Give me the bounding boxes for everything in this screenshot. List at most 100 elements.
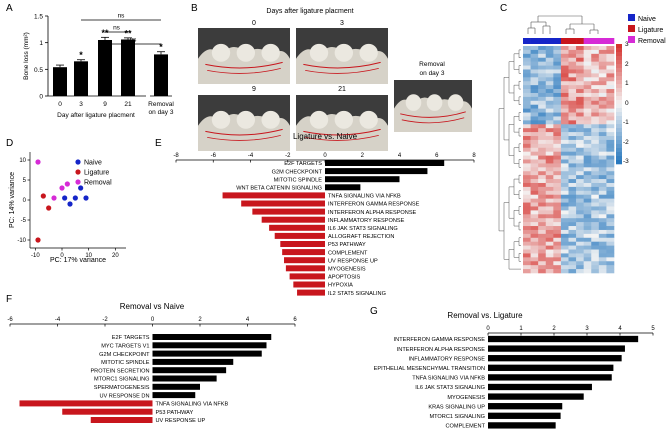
panelE-category-label: IL6 JAK STAT3 SIGNALING — [328, 226, 398, 232]
heatmap-cell — [606, 229, 615, 235]
panel-label-a: A — [6, 3, 13, 14]
heatmap-cell — [576, 108, 584, 113]
heatmap-cell — [538, 108, 547, 113]
heatmap-cell — [545, 229, 554, 235]
heatmap-cell — [530, 139, 539, 145]
heatmap-cell — [583, 269, 592, 274]
heatmap-cell — [576, 269, 584, 274]
panelF-bar — [152, 392, 196, 399]
panelF-category-label: TNFA SIGNALING VIA NFKB — [156, 402, 229, 408]
scale-gradient-step — [616, 100, 622, 105]
heatmap-cell — [530, 241, 539, 246]
heatmap-cell — [568, 89, 577, 94]
heatmap-cell — [523, 257, 531, 262]
heatmap-cell — [568, 237, 577, 242]
heatmap-cell — [553, 182, 562, 188]
panelF-category-label: PROTEIN SECRETION — [90, 368, 149, 374]
heatmap-cell — [591, 120, 600, 125]
heatmap-cell — [591, 124, 600, 129]
panelE-category-label: P53 PATHWAY — [328, 242, 366, 248]
ct-molar — [359, 110, 378, 129]
heatmap-cell — [560, 61, 569, 66]
heatmap-cell — [583, 210, 592, 215]
heatmap-cell — [583, 147, 592, 152]
heatmap-cell — [591, 261, 600, 266]
heatmap-cell — [576, 198, 584, 203]
a-bar — [74, 61, 88, 96]
heatmap-cell — [545, 206, 554, 211]
heatmap-cell — [553, 206, 562, 211]
heatmap-cell — [523, 57, 531, 62]
heatmap-cell — [523, 89, 531, 94]
heatmap-cell — [598, 61, 607, 66]
heatmap-cell — [553, 265, 562, 270]
panelE-category-label: INTERFERON ALPHA RESPONSE — [328, 210, 417, 216]
heatmap-cell — [583, 182, 592, 188]
heatmap-cell — [530, 77, 539, 82]
heatmap-cell — [598, 159, 607, 164]
a-bar — [121, 39, 135, 96]
heatmap-cell — [583, 108, 592, 113]
legend-swatch-ligature — [628, 25, 635, 32]
heatmap-cell — [606, 163, 615, 168]
heatmap-cell — [530, 85, 539, 90]
heatmap-cell — [560, 229, 569, 235]
heatmap-cell — [583, 194, 592, 199]
heatmap-cell — [530, 245, 539, 250]
heatmap-cell — [598, 249, 607, 254]
panelG-xtick-label: 4 — [618, 326, 622, 332]
heatmap-cell — [545, 81, 554, 86]
panelE-bar — [325, 168, 428, 175]
heatmap-cell — [598, 226, 607, 231]
ct-molar — [426, 94, 443, 111]
heatmap-cell — [591, 128, 600, 133]
heatmap-cell — [538, 61, 547, 66]
panelG-category-label: INTERFERON ALPHA RESPONSE — [397, 347, 486, 353]
heatmap-cell — [538, 249, 547, 254]
a-ytick-label: 1.5 — [34, 14, 43, 21]
heatmap-cell — [576, 194, 584, 199]
heatmap-cell — [538, 210, 547, 215]
heatmap-cell — [553, 81, 562, 86]
panelG-bar — [488, 403, 563, 410]
heatmap-cell — [606, 73, 615, 78]
heatmap-cell — [560, 222, 569, 227]
d-legend-label: Removal — [84, 180, 112, 187]
heatmap-cell — [583, 128, 592, 133]
heatmap-cell — [598, 261, 607, 266]
panel-b-removal-line2: on day 3 — [420, 70, 445, 77]
heatmap-cell — [545, 57, 554, 62]
a-xtick-label: 9 — [103, 101, 107, 108]
d-point-ligature — [40, 193, 46, 199]
heatmap-cell — [598, 108, 607, 113]
heatmap-cell — [553, 53, 562, 59]
heatmap-cell — [530, 132, 539, 137]
heatmap-cell — [523, 132, 531, 137]
heatmap-cell — [576, 179, 584, 184]
panel-label-f: F — [6, 294, 12, 305]
heatmap-cell — [568, 155, 577, 160]
scale-gradient-step — [616, 52, 622, 57]
heatmap-cell — [606, 245, 615, 250]
d-xtick-label: -10 — [31, 253, 40, 259]
heatmap-cell — [583, 206, 592, 211]
heatmap-cell — [606, 108, 615, 113]
heatmap-cell — [576, 53, 584, 59]
heatmap-cell — [568, 120, 577, 125]
panel-label-e: E — [155, 138, 162, 149]
heatmap-cell — [523, 65, 531, 70]
heatmap-cell — [576, 167, 584, 172]
heatmap-cell — [591, 214, 600, 219]
heatmap-cell — [583, 163, 592, 168]
heatmap-cell — [576, 202, 584, 207]
heatmap-cell — [538, 128, 547, 133]
ct-cej-line — [207, 135, 281, 141]
heatmap-cell — [576, 226, 584, 231]
heatmap-cell — [583, 46, 592, 51]
heatmap-cell — [538, 171, 547, 176]
panelF-bar — [152, 334, 272, 340]
heatmap-cell — [568, 182, 577, 188]
heatmap-cell — [591, 108, 600, 113]
panelG-category-label: IL6 JAK STAT3 SIGNALING — [415, 385, 485, 391]
heatmap-cell — [583, 198, 592, 203]
